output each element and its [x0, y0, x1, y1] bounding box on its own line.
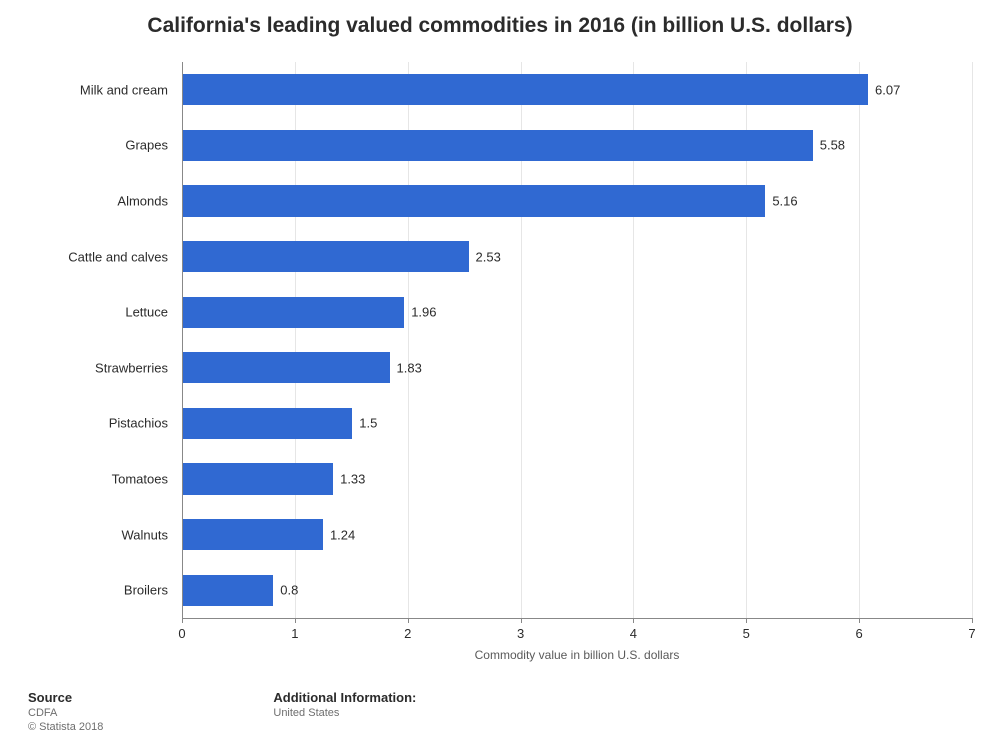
source-text: CDFA	[28, 707, 103, 719]
bar-row: Pistachios1.5	[182, 408, 972, 439]
x-tick-mark	[633, 618, 634, 623]
bar-value-label: 1.5	[359, 416, 377, 431]
x-axis-title: Commodity value in billion U.S. dollars	[475, 648, 680, 662]
bar-row: Walnuts1.24	[182, 519, 972, 550]
chart-footer: Source CDFA © Statista 2018 Additional I…	[28, 690, 972, 733]
category-label: Cattle and calves	[68, 249, 168, 264]
bar-value-label: 5.58	[820, 138, 845, 153]
category-label: Broilers	[124, 583, 168, 598]
bar	[183, 241, 469, 272]
x-tick-label: 4	[630, 626, 637, 641]
bar	[183, 575, 273, 606]
bar-value-label: 1.24	[330, 527, 355, 542]
bar-value-label: 0.8	[280, 583, 298, 598]
additional-info-heading: Additional Information:	[273, 690, 416, 705]
bar-chart: Commodity value in billion U.S. dollars …	[182, 62, 972, 618]
x-tick-label: 5	[743, 626, 750, 641]
bar-row: Strawberries1.83	[182, 352, 972, 383]
x-tick-label: 3	[517, 626, 524, 641]
bar-value-label: 1.96	[411, 305, 436, 320]
bar-value-label: 2.53	[476, 249, 501, 264]
bar-row: Almonds5.16	[182, 185, 972, 216]
source-block: Source CDFA © Statista 2018	[28, 690, 103, 733]
bar	[183, 130, 813, 161]
category-label: Milk and cream	[80, 82, 168, 97]
category-label: Grapes	[125, 138, 168, 153]
bar	[183, 297, 404, 328]
category-label: Almonds	[117, 193, 168, 208]
bar-value-label: 5.16	[772, 193, 797, 208]
category-label: Lettuce	[125, 305, 168, 320]
x-tick-label: 7	[968, 626, 975, 641]
x-tick-mark	[182, 618, 183, 623]
bar-row: Cattle and calves2.53	[182, 241, 972, 272]
x-tick-mark	[295, 618, 296, 623]
category-label: Walnuts	[122, 527, 168, 542]
bar-row: Broilers0.8	[182, 575, 972, 606]
x-tick-label: 2	[404, 626, 411, 641]
copyright-text: © Statista 2018	[28, 721, 103, 733]
x-tick-label: 6	[856, 626, 863, 641]
bar	[183, 352, 390, 383]
bar	[183, 74, 868, 105]
bar-row: Tomatoes1.33	[182, 463, 972, 494]
bar-value-label: 6.07	[875, 82, 900, 97]
bar	[183, 463, 333, 494]
x-axis-line	[182, 618, 972, 619]
x-tick-label: 1	[291, 626, 298, 641]
bar-value-label: 1.83	[397, 360, 422, 375]
gridline	[972, 62, 973, 618]
x-tick-mark	[859, 618, 860, 623]
category-label: Strawberries	[95, 360, 168, 375]
bar-row: Lettuce1.96	[182, 297, 972, 328]
bar	[183, 519, 323, 550]
x-tick-mark	[972, 618, 973, 623]
category-label: Tomatoes	[112, 471, 168, 486]
bar-row: Grapes5.58	[182, 130, 972, 161]
x-tick-label: 0	[178, 626, 185, 641]
bar-value-label: 1.33	[340, 471, 365, 486]
additional-info-text: United States	[273, 707, 416, 719]
x-tick-mark	[746, 618, 747, 623]
source-heading: Source	[28, 690, 103, 705]
bar	[183, 408, 352, 439]
additional-info-block: Additional Information: United States	[273, 690, 416, 733]
x-tick-mark	[408, 618, 409, 623]
chart-title: California's leading valued commodities …	[0, 0, 1000, 38]
x-tick-mark	[521, 618, 522, 623]
bar	[183, 185, 765, 216]
category-label: Pistachios	[109, 416, 168, 431]
bar-row: Milk and cream6.07	[182, 74, 972, 105]
